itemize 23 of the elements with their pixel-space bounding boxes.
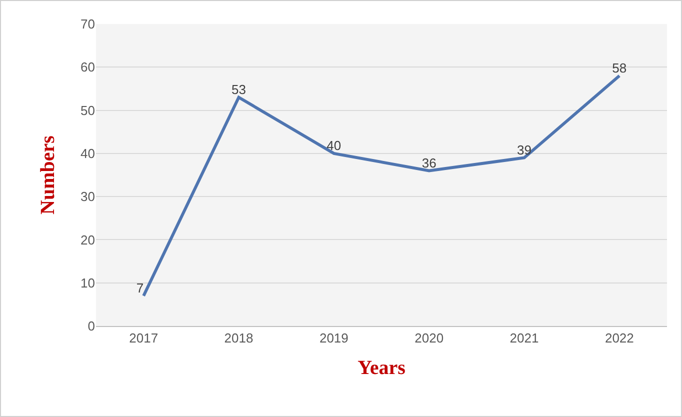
x-axis-title: Years [358, 357, 406, 380]
y-tick-label: 10 [80, 275, 95, 290]
data-label: 40 [326, 138, 342, 154]
x-tick-label: 2018 [224, 330, 254, 346]
data-label: 53 [232, 82, 246, 98]
x-tick-label: 2017 [129, 330, 158, 346]
x-tick-label: 2021 [510, 330, 539, 346]
data-label: 36 [422, 155, 436, 170]
y-tick-label: 20 [80, 232, 95, 248]
y-tick-label: 0 [88, 318, 95, 334]
line-series [142, 74, 621, 298]
y-axis-title: Numbers [37, 135, 60, 214]
data-label: 7 [136, 280, 144, 296]
y-tick-label: 30 [80, 189, 95, 204]
data-label: 58 [612, 60, 627, 76]
y-tick-label: 60 [80, 60, 95, 75]
y-tick-label: 40 [80, 146, 95, 161]
x-tick-label: 2019 [319, 330, 348, 346]
y-tick-label: 50 [80, 102, 95, 118]
x-tick-label: 2022 [604, 330, 634, 346]
y-tick-label: 70 [80, 16, 95, 32]
data-label: 39 [517, 142, 532, 158]
x-tick-label: 2020 [414, 330, 444, 346]
